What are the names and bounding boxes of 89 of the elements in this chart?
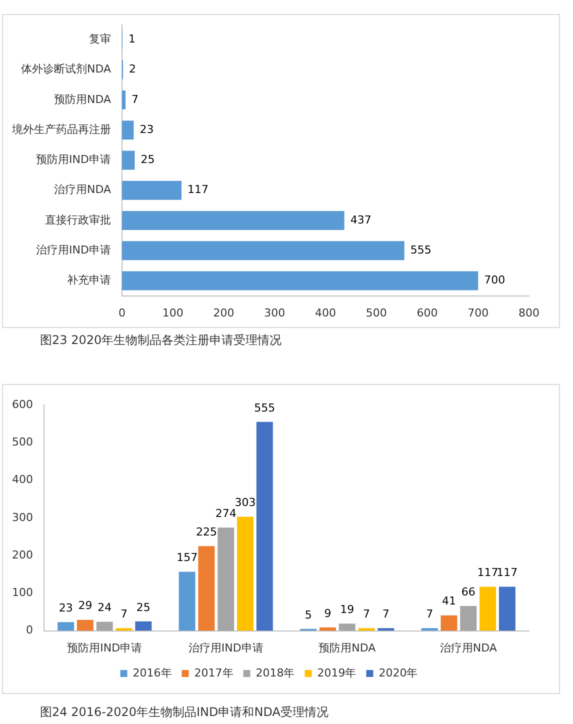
legend-label: 2018年 [256,666,295,680]
data-label: 225 [196,525,217,538]
legend-label: 2017年 [194,666,234,680]
x-tick-label: 预防用NDA [318,641,376,654]
bar [198,546,215,631]
text: 图24 2016-2020年生物制品IND申请和NDA受理情况 [40,704,328,721]
y-tick-label: 体外诊断试剂NDA [20,62,112,76]
legend-label: 2019年 [317,666,356,680]
x-tick-label: 100 [162,306,184,320]
data-label: 19 [340,603,354,616]
y-tick-label: 500 [12,435,33,448]
data-label: 700 [484,274,506,287]
data-label: 274 [215,507,236,520]
y-tick-label: 治疗用IND申请 [36,243,111,256]
bar [218,528,234,631]
bar [122,180,182,200]
bar [498,586,516,631]
y-tick-label: 100 [12,586,33,600]
y-tick-label: 300 [12,510,33,524]
data-label: 41 [442,594,456,608]
x-tick-label: 400 [315,306,336,320]
bar [122,150,135,170]
y-tick-label: 补充申请 [67,274,111,287]
bar [76,620,94,631]
bar [122,120,134,140]
bar [480,586,496,631]
x-tick-label: 治疗用NDA [440,641,498,654]
data-label: 5 [304,608,312,622]
data-label: 9 [324,606,332,620]
bar [378,628,394,631]
bar [96,622,113,631]
data-label: 555 [410,243,432,256]
x-tick-label: 800 [518,306,540,320]
data-label: 23 [58,602,73,615]
legend-label: 2016年 [132,666,172,680]
x-tick-label: 600 [416,306,438,320]
y-tick-label: 600 [12,398,33,411]
bar [178,572,196,631]
y-tick-label: 直接行政审批 [45,213,111,226]
bar [116,628,132,631]
data-label: 117 [496,566,518,580]
bar [421,628,438,631]
data-label: 117 [477,566,498,580]
x-tick-label: 治疗用IND申请 [188,641,264,654]
data-label: 66 [461,585,476,598]
bar [338,624,356,631]
bar [237,516,254,631]
x-tick-label: 200 [213,306,234,320]
data-label: 2 [129,62,136,76]
bar [122,90,126,110]
data-label: 25 [140,153,155,166]
bar [460,606,477,631]
x-tick-label: 0 [118,306,126,320]
y-tick-label: 200 [12,548,33,562]
data-label: 7 [120,608,128,621]
bar [122,241,404,260]
data-label: 437 [350,213,372,226]
y-tick-label: 0 [26,624,33,637]
data-label: 24 [98,601,112,614]
x-tick-label: 700 [468,306,489,320]
data-label: 555 [254,401,276,414]
data-label: 7 [382,608,390,621]
data-label: 157 [176,551,198,564]
y-tick-label: 预防用NDA [54,92,112,106]
bar [256,422,273,631]
bar [358,628,375,631]
bar [122,271,478,290]
bar [122,210,344,230]
data-label: 7 [426,608,434,621]
bar [58,622,74,631]
data-label: 7 [363,608,370,621]
data-label: 23 [140,122,154,136]
bar [135,621,152,631]
x-tick-label: 500 [366,306,387,320]
x-tick-label: 300 [264,306,286,320]
legend-label: 2020年 [378,666,418,680]
data-label: 117 [188,183,209,196]
bar [440,615,458,631]
y-tick-label: 治疗用NDA [54,183,112,196]
y-tick-label: 复审 [89,32,111,46]
data-label: 25 [136,600,150,614]
data-label: 1 [128,32,136,46]
y-tick-label: 境外生产药品再注册 [11,122,111,136]
text: 图23 2020年生物制品各类注册申请受理情况 [40,332,282,349]
y-tick-label: 预防用IND申请 [36,153,111,166]
y-tick-label: 400 [12,473,33,486]
data-label: 303 [234,496,256,510]
data-label: 7 [132,92,139,106]
data-label: 29 [78,599,92,612]
